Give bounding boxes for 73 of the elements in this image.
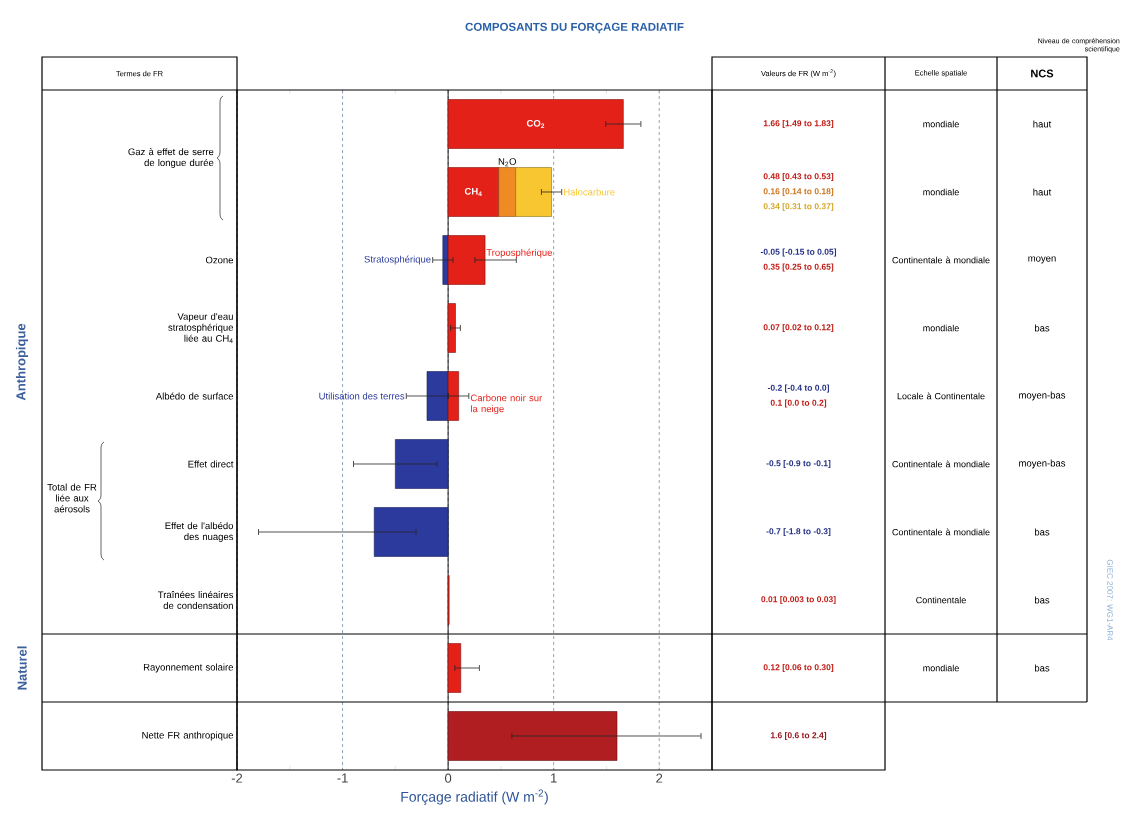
x-tick-label: 1 <box>551 773 557 783</box>
bar <box>515 167 552 217</box>
y-tick-label: Nette FR anthropique <box>142 731 234 741</box>
text: moyen <box>1028 256 1056 264</box>
x-tick-label: -2 <box>231 773 243 783</box>
text: bas <box>1034 664 1050 672</box>
text: Anthropique <box>15 323 29 401</box>
text: 1.66 [1.49 to 1.83] <box>763 120 834 128</box>
bar <box>395 439 449 489</box>
bar <box>373 507 449 557</box>
bar <box>447 167 500 217</box>
text: Locale à Continentale <box>897 392 985 400</box>
y-tick-label: Albédo de surface <box>155 392 234 400</box>
series-label: Troposphérique <box>486 248 553 258</box>
text: GIEC 2007: WG1-AR4 <box>1107 559 1113 641</box>
text: moyen-bas <box>1019 459 1066 469</box>
text: Continentale à mondiale <box>892 460 990 468</box>
text: haut <box>1033 120 1052 128</box>
series-label: CH$_{4}$ <box>464 187 482 197</box>
text: Total de FR liée aux aérosols <box>47 483 97 513</box>
text: 0.1 [0.0 to 0.2] <box>770 399 827 408</box>
text: -0.7 [-1.8 to -0.3] <box>766 528 831 536</box>
y-tick-label: Effet de l'albédo des nuages <box>165 522 234 542</box>
bar <box>447 235 486 285</box>
x-tick-label: -1 <box>337 773 348 783</box>
bar <box>498 167 516 217</box>
text: bas <box>1034 324 1050 332</box>
text: 0.01 [0.003 to 0.03] <box>761 596 836 604</box>
text: -0.5 [-0.9 to -0.1] <box>766 460 831 468</box>
text: 0.12 [0.06 to 0.30] <box>763 664 834 672</box>
text: 1.6 [0.6 to 2.4] <box>770 732 827 740</box>
series-label: Carbone noir sur la neige <box>470 394 543 415</box>
x-tick-label: 2 <box>656 773 663 783</box>
y-tick-label: Effet direct <box>188 460 234 468</box>
series-label: Stratosphérique <box>364 255 431 265</box>
series-label: CO$_{2}$ <box>526 119 545 129</box>
text: 0.07 [0.02 to 0.12] <box>763 324 834 332</box>
text: 0.48 [0.43 to 0.53] <box>763 173 834 181</box>
text: moyen-bas <box>1019 391 1066 401</box>
text: -0.2 [-0.4 to 0.0] <box>767 384 829 393</box>
series-label: N$_{2}$O <box>498 158 516 167</box>
text: 0.34 [0.31 to 0.37] <box>763 203 834 211</box>
text: mondiale <box>923 120 959 128</box>
text: Gaz à effet de serre de longue durée <box>128 148 214 168</box>
text: Continentale <box>916 596 966 604</box>
y-tick-label: Ozone <box>205 256 234 264</box>
text: mondiale <box>923 324 959 332</box>
bar <box>426 371 449 421</box>
text: 0.16 [0.14 to 0.18] <box>763 188 834 196</box>
text: Continentale à mondiale <box>892 528 990 536</box>
bar <box>447 99 624 149</box>
text: Continentale à mondiale <box>892 256 990 264</box>
text: 0.35 [0.25 to 0.65] <box>763 263 834 272</box>
text: -0.05 [-0.15 to 0.05] <box>760 248 837 257</box>
text: mondiale <box>923 188 959 196</box>
y-tick-label: Vapeur d'eau stratosphérique liée au CH$_{4}$ <box>168 312 234 344</box>
y-tick-label: Traînées linéaires de condensation <box>158 590 234 609</box>
chart-title: COMPOSANTS DU FORÇAGE RADIATIF <box>465 22 684 34</box>
text: Naturel <box>17 646 27 690</box>
x-tick-label: 0 <box>445 773 452 783</box>
series-label: Halocarbure <box>564 188 615 196</box>
text: mondiale <box>923 664 959 672</box>
bar <box>447 711 618 761</box>
text: Utilisation des terres <box>319 392 405 400</box>
bar <box>447 643 462 693</box>
text: bas <box>1034 528 1050 536</box>
x-axis-title: Forçage radiatif (W m$^{-2}$) <box>401 789 548 805</box>
y-tick-label: Rayonnement solaire <box>143 663 234 673</box>
bar <box>447 371 459 421</box>
text: haut <box>1033 188 1052 196</box>
text: NCS <box>1031 69 1054 78</box>
bar <box>447 303 456 353</box>
text: bas <box>1034 596 1050 604</box>
